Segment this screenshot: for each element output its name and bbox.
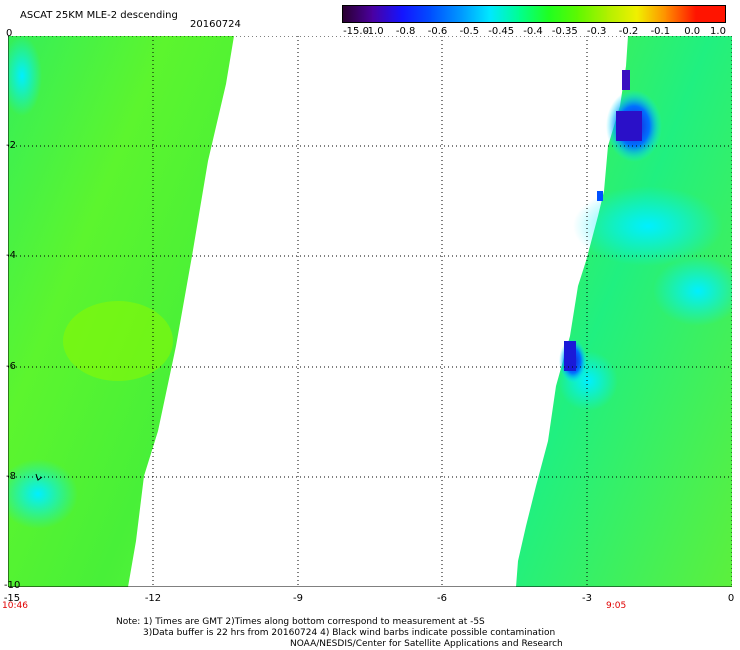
colorbar-label: -0.35: [551, 26, 578, 37]
lon-label-12: -12: [144, 593, 162, 604]
colorbar-label: -0.1: [650, 26, 671, 37]
lon-label-6: -6: [437, 593, 447, 604]
colorbar-segment: [578, 6, 608, 22]
colorbar: [342, 5, 726, 23]
lon-label-9: -9: [293, 593, 303, 604]
colorbar-label: -0.2: [618, 26, 639, 37]
colorbar-label: -0.45: [488, 26, 515, 37]
wind-barb-mark: [35, 473, 43, 481]
grid-lines: [8, 36, 732, 587]
colorbar-label: -0.4: [523, 26, 543, 37]
time-label-east: 9:05: [606, 601, 627, 611]
colorbar-segment: [519, 6, 550, 22]
west-cyan-patch-top: [8, 36, 42, 116]
colorbar-segment: [548, 6, 579, 22]
west-yellowgreen-patch: [63, 301, 173, 381]
colorbar-segment: [636, 6, 667, 22]
lat-label-10: -10: [4, 580, 21, 591]
colorbar-label: -0.6: [427, 26, 448, 37]
lon-label-15: -15: [3, 593, 21, 604]
map-date: 20160724: [190, 19, 241, 30]
colorbar-label: 1.0: [710, 26, 726, 37]
colorbar-label: -0.5: [459, 26, 480, 37]
lat-label-6: -6: [6, 361, 16, 372]
colorbar-segment: [695, 6, 726, 22]
colorbar-segment: [372, 6, 403, 22]
swath-map: [8, 36, 732, 587]
note-line-2: 3)Data buffer is 22 hrs from 20160724 4)…: [143, 628, 556, 638]
colorbar-segment: [431, 6, 462, 22]
colorbar-label: -0.3: [586, 26, 607, 37]
map-title: ASCAT 25KM MLE-2 descending: [20, 10, 178, 21]
east-blue-speck: [597, 191, 603, 201]
colorbar-label: -15.0: [343, 26, 369, 37]
colorbar-label: -1.0: [364, 26, 384, 37]
east-cyan-band-2: [653, 256, 732, 326]
east-swath: [516, 36, 732, 587]
lat-label-2: -2: [6, 140, 16, 151]
note-line-1: Note: 1) Times are GMT 2)Times along bot…: [116, 617, 485, 627]
colorbar-segment: [343, 6, 373, 22]
colorbar-segment: [489, 6, 520, 22]
colorbar-segment: [607, 6, 638, 22]
lon-label-3: -3: [582, 593, 592, 604]
lat-label-8: -8: [6, 471, 16, 482]
colorbar-label: -0.8: [395, 26, 416, 37]
lon-label-0: 0: [727, 593, 735, 604]
colorbar-segment: [401, 6, 432, 22]
east-low-value-core: [616, 111, 642, 141]
lat-label-0: 0: [6, 28, 13, 39]
east-cyan-band: [573, 186, 723, 266]
note-line-3: NOAA/NESDIS/Center for Satellite Applica…: [290, 639, 563, 649]
map-plot-area: [8, 36, 732, 587]
colorbar-segment: [460, 6, 491, 22]
east-low-value-south-core: [564, 341, 576, 371]
colorbar-segment: [666, 6, 697, 22]
time-label-west: 10:46: [2, 601, 28, 611]
colorbar-label: 0.0: [684, 26, 701, 37]
lat-label-4: -4: [6, 250, 16, 261]
east-low-value-tip: [622, 70, 630, 90]
